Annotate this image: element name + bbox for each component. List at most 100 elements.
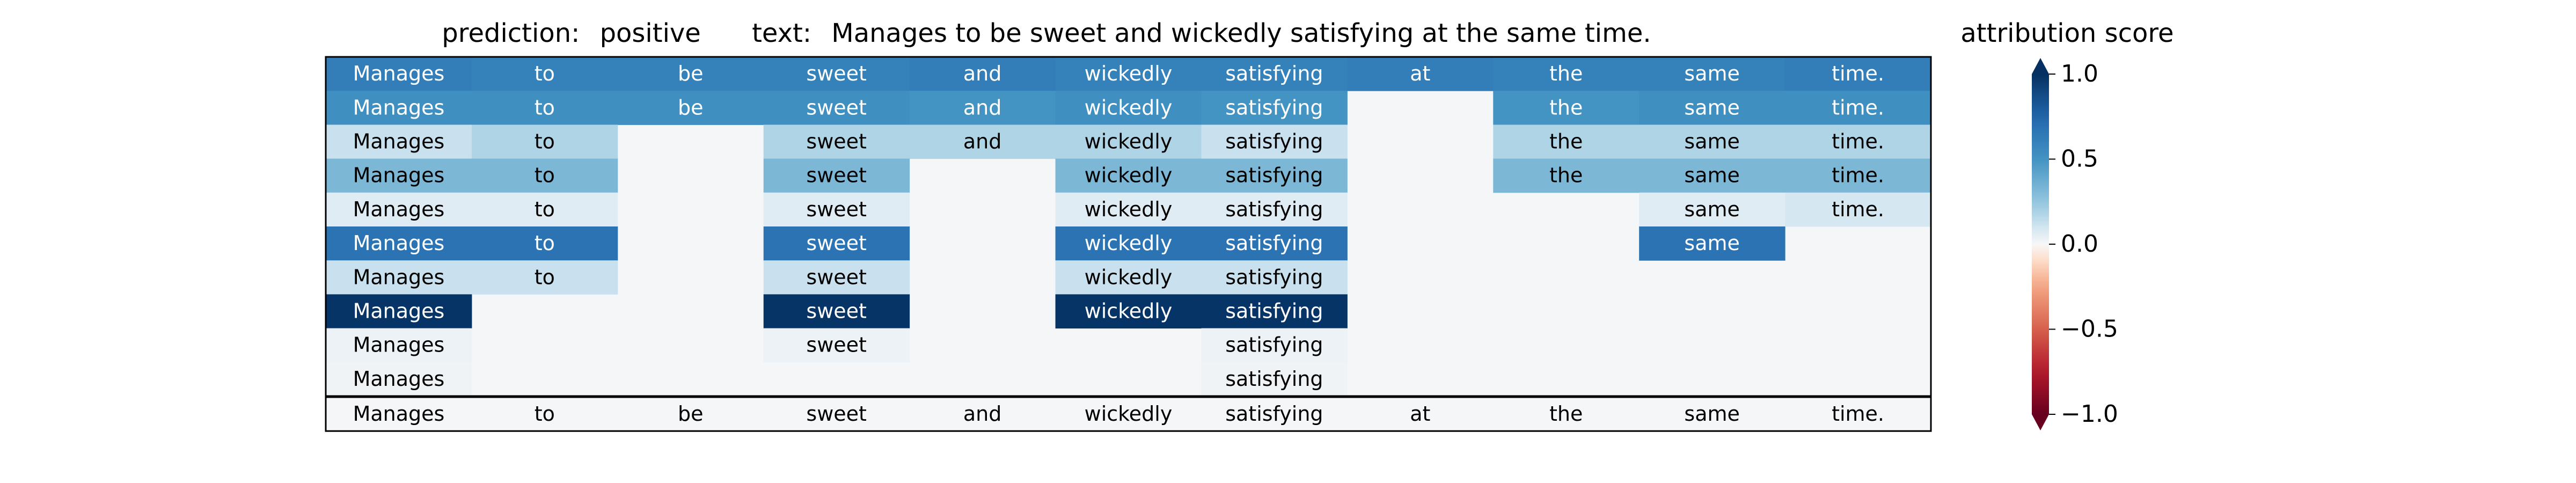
heatmap-cell <box>1785 158 1931 193</box>
baseline-token: satisfying <box>1225 402 1323 426</box>
heatmap-cell-label: satisfying <box>1225 333 1323 357</box>
heatmap-cell <box>909 91 1056 125</box>
heatmap-cell-label: sweet <box>806 62 867 85</box>
heatmap-cell <box>1639 192 1785 227</box>
heatmap-cell-label: Manages <box>353 333 445 357</box>
heatmap-cell <box>617 57 764 91</box>
heatmap-cell <box>763 328 910 363</box>
heatmap-cell-label: to <box>535 62 555 85</box>
heatmap-cell-label: satisfying <box>1225 231 1323 255</box>
heatmap-cell-label: sweet <box>806 130 867 153</box>
baseline-token: and <box>963 402 1002 426</box>
heatmap-cell-label: satisfying <box>1225 367 1323 391</box>
colorbar-tick-label: 0.5 <box>2061 145 2098 173</box>
heatmap-cell-label: Manages <box>353 164 445 187</box>
baseline-token: Manages <box>353 402 445 426</box>
heatmap-cell <box>617 91 764 125</box>
heatmap-cell <box>1055 57 1202 91</box>
heatmap-cell-label: satisfying <box>1225 62 1323 85</box>
heatmap-cell-label: sweet <box>806 164 867 187</box>
heatmap-cell-label: to <box>535 164 555 187</box>
heatmap-cell <box>1201 158 1348 193</box>
heatmap-cell <box>1493 57 1640 91</box>
heatmap-cell-label: wickedly <box>1085 62 1173 85</box>
heatmap-cell-label: time. <box>1832 164 1884 187</box>
heatmap-cell <box>1055 192 1202 227</box>
heatmap-cell-label: and <box>963 62 1002 85</box>
heatmap-cell-label: and <box>963 130 1002 153</box>
heatmap-cell <box>1055 260 1202 295</box>
heatmap-cell-label: sweet <box>806 299 867 323</box>
heatmap-grid: Manages to be sweet and wickedly satisfying at t… <box>325 56 1932 432</box>
heatmap-cell <box>763 158 910 193</box>
colorbar-tick-label: 0.0 <box>2061 230 2098 258</box>
heatmap-cell <box>763 57 910 91</box>
heatmap-cell-label: the <box>1549 62 1583 85</box>
heatmap-cell-label: satisfying <box>1225 299 1323 323</box>
heatmap-cell-label: the <box>1549 164 1583 187</box>
heatmap-cell <box>471 226 618 261</box>
heatmap-cell-label: time. <box>1832 130 1884 153</box>
heatmap-cell <box>326 125 472 159</box>
prediction-value: positive <box>600 18 701 48</box>
heatmap-cell <box>1055 125 1202 159</box>
heatmap-cell-label: Manages <box>353 96 445 119</box>
baseline-token: same <box>1684 402 1739 426</box>
colorbar-gradient <box>2032 74 2049 414</box>
text-value: Manages to be sweet and wickedly satisfy… <box>831 18 1651 48</box>
heatmap-cell-label: sweet <box>806 265 867 289</box>
heatmap-cell <box>471 91 618 125</box>
heatmap-cell-label: same <box>1684 130 1739 153</box>
heatmap-cell <box>1201 91 1348 125</box>
heatmap-cell <box>471 125 618 159</box>
heatmap-cell-label: satisfying <box>1225 197 1323 221</box>
heatmap-cell-label: Manages <box>353 197 445 221</box>
colorbar: 1.0 0.5 0.0 −0.5 −1.0 <box>2032 58 2118 430</box>
heatmap-cell-label: the <box>1549 130 1583 153</box>
heatmap-cell <box>1493 125 1640 159</box>
heatmap-cell <box>326 362 472 397</box>
baseline-token: be <box>678 402 704 426</box>
heatmap-cell-label: to <box>535 231 555 255</box>
heatmap-cell <box>326 91 472 125</box>
heatmap-cell-label: wickedly <box>1085 164 1173 187</box>
heatmap-cell <box>1201 294 1348 329</box>
heatmap-cell <box>471 158 618 193</box>
heatmap-cell <box>763 192 910 227</box>
heatmap-cell <box>1639 226 1785 261</box>
heatmap-cell <box>1785 192 1931 227</box>
heatmap-cell <box>1201 328 1348 363</box>
heatmap-cell-label: Manages <box>353 62 445 85</box>
heatmap-cell-label: be <box>678 62 704 85</box>
heatmap-cell <box>763 294 910 329</box>
colorbar-title: attribution score <box>1960 18 2174 48</box>
text-label: text: <box>752 18 811 48</box>
heatmap-cell-label: time. <box>1832 96 1884 119</box>
heatmap-cell-label: at <box>1410 62 1430 85</box>
heatmap-cell <box>1493 91 1640 125</box>
heatmap-cell <box>1201 260 1348 295</box>
heatmap-cell-label: sweet <box>806 231 867 255</box>
heatmap-cell <box>1201 125 1348 159</box>
heatmap-cell <box>1055 91 1202 125</box>
heatmap-cell <box>909 57 1056 91</box>
heatmap-cell <box>326 57 472 91</box>
heatmap-cell <box>471 57 618 91</box>
heatmap-cell <box>326 328 472 363</box>
heatmap-cell-label: sweet <box>806 197 867 221</box>
colorbar-tick-label: −1.0 <box>2061 400 2118 428</box>
heatmap-cell-label: same <box>1684 231 1739 255</box>
colorbar-min-extend <box>2032 414 2049 430</box>
heatmap-cell <box>1785 57 1931 91</box>
heatmap-cell-label: same <box>1684 164 1739 187</box>
heatmap-cell-label: wickedly <box>1085 96 1173 119</box>
heatmap-cell <box>1201 192 1348 227</box>
colorbar-tick-label: −0.5 <box>2061 316 2118 343</box>
heatmap-cell <box>326 192 472 227</box>
heatmap-cell <box>1493 158 1640 193</box>
colorbar-tick-label: 1.0 <box>2061 60 2098 87</box>
heatmap-cell-label: Manages <box>353 367 445 391</box>
heatmap-cell <box>763 125 910 159</box>
heatmap-cell <box>909 125 1056 159</box>
